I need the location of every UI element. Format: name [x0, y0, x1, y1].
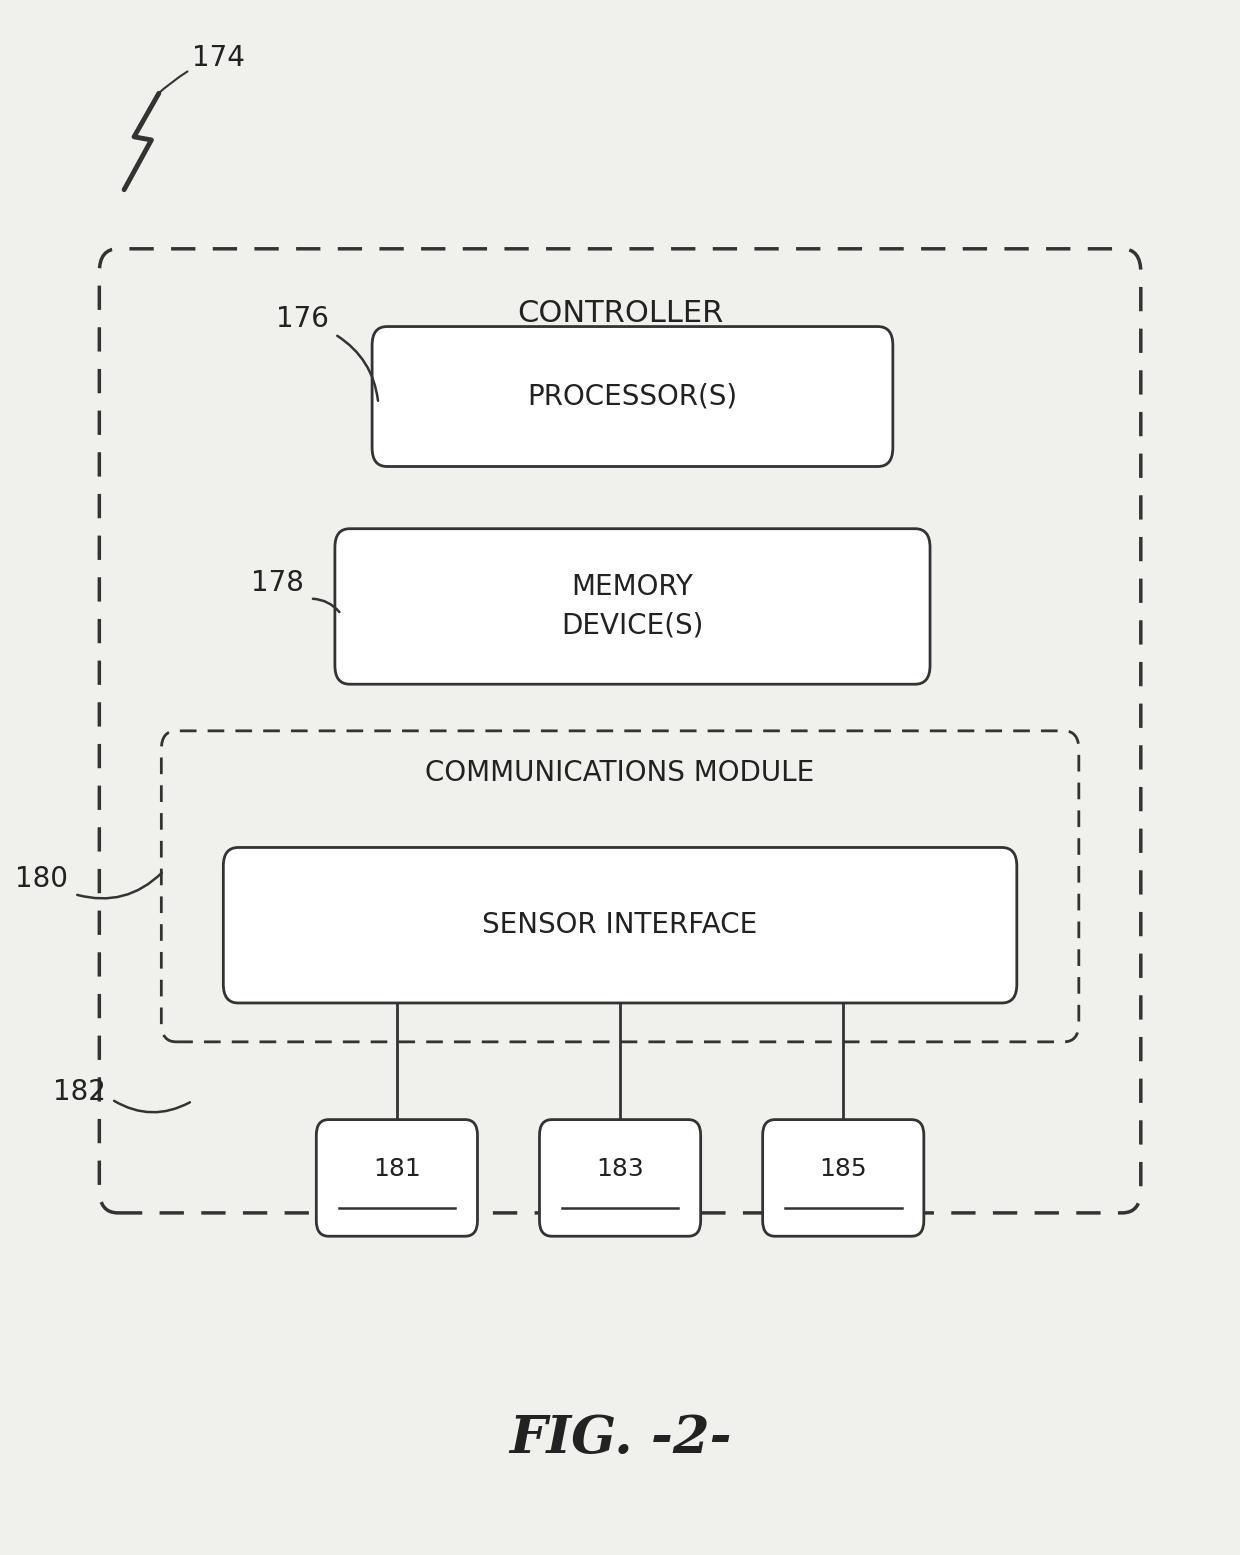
Text: PROCESSOR(S): PROCESSOR(S)	[527, 383, 738, 411]
FancyBboxPatch shape	[539, 1120, 701, 1236]
FancyBboxPatch shape	[372, 327, 893, 466]
FancyBboxPatch shape	[335, 529, 930, 684]
Text: 185: 185	[820, 1157, 867, 1180]
Text: 181: 181	[373, 1157, 420, 1180]
Text: 182: 182	[52, 1078, 105, 1106]
Text: 180: 180	[15, 865, 68, 893]
Text: FIG. -2-: FIG. -2-	[508, 1413, 732, 1463]
Text: COMMUNICATIONS MODULE: COMMUNICATIONS MODULE	[425, 759, 815, 787]
Text: 174: 174	[192, 44, 246, 72]
Text: CONTROLLER: CONTROLLER	[517, 299, 723, 328]
Text: MEMORY
DEVICE(S): MEMORY DEVICE(S)	[562, 572, 703, 641]
FancyBboxPatch shape	[99, 249, 1141, 1213]
FancyBboxPatch shape	[316, 1120, 477, 1236]
FancyBboxPatch shape	[161, 731, 1079, 1042]
Text: 176: 176	[275, 305, 329, 333]
Text: SENSOR INTERFACE: SENSOR INTERFACE	[482, 911, 758, 939]
FancyBboxPatch shape	[223, 847, 1017, 1003]
Text: 178: 178	[250, 569, 304, 597]
Text: 183: 183	[596, 1157, 644, 1180]
FancyBboxPatch shape	[763, 1120, 924, 1236]
